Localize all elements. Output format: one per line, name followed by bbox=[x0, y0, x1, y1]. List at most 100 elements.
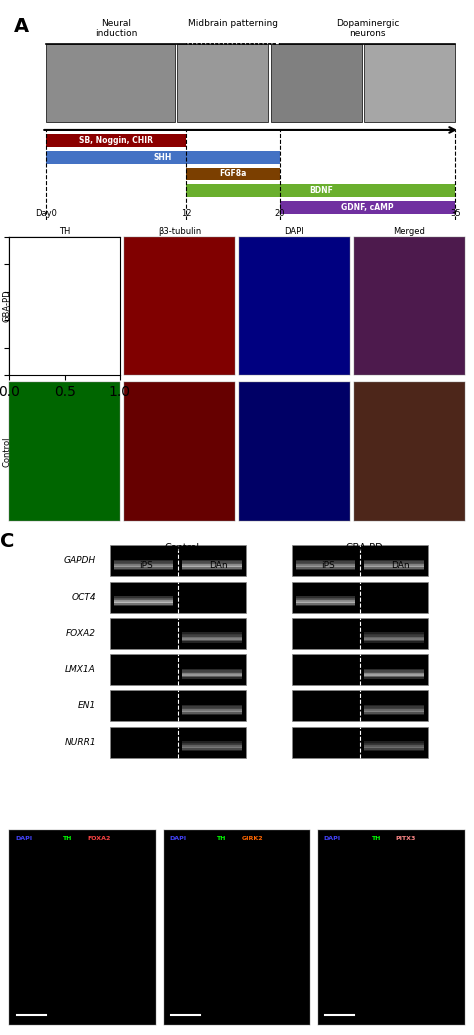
FancyBboxPatch shape bbox=[365, 639, 424, 643]
Text: Day0: Day0 bbox=[35, 209, 57, 218]
FancyBboxPatch shape bbox=[271, 43, 362, 121]
FancyBboxPatch shape bbox=[296, 563, 356, 567]
FancyBboxPatch shape bbox=[365, 564, 424, 568]
FancyBboxPatch shape bbox=[109, 545, 246, 576]
FancyBboxPatch shape bbox=[365, 675, 424, 679]
Text: Midbrain patterning: Midbrain patterning bbox=[188, 19, 278, 28]
Text: GIRK2: GIRK2 bbox=[241, 836, 263, 841]
FancyBboxPatch shape bbox=[296, 564, 356, 568]
Text: DAPI: DAPI bbox=[170, 836, 187, 841]
FancyBboxPatch shape bbox=[182, 561, 242, 565]
FancyBboxPatch shape bbox=[365, 743, 424, 747]
Text: iPS: iPS bbox=[139, 561, 153, 570]
FancyBboxPatch shape bbox=[114, 596, 173, 600]
FancyBboxPatch shape bbox=[365, 670, 424, 674]
FancyBboxPatch shape bbox=[177, 43, 268, 121]
Text: EN1: EN1 bbox=[78, 702, 96, 710]
FancyBboxPatch shape bbox=[109, 654, 246, 685]
FancyBboxPatch shape bbox=[182, 705, 242, 709]
FancyBboxPatch shape bbox=[114, 597, 173, 601]
FancyBboxPatch shape bbox=[365, 561, 424, 565]
FancyBboxPatch shape bbox=[182, 747, 242, 751]
FancyBboxPatch shape bbox=[365, 707, 424, 711]
FancyBboxPatch shape bbox=[365, 710, 424, 714]
Text: LMX1A: LMX1A bbox=[65, 666, 96, 674]
Title: β3-tubulin: β3-tubulin bbox=[158, 227, 201, 236]
FancyBboxPatch shape bbox=[182, 744, 242, 748]
FancyBboxPatch shape bbox=[182, 560, 242, 564]
FancyBboxPatch shape bbox=[365, 705, 424, 709]
FancyBboxPatch shape bbox=[114, 599, 173, 603]
FancyBboxPatch shape bbox=[182, 746, 242, 750]
FancyBboxPatch shape bbox=[365, 566, 424, 570]
FancyBboxPatch shape bbox=[114, 561, 173, 565]
FancyBboxPatch shape bbox=[365, 633, 424, 638]
FancyBboxPatch shape bbox=[292, 690, 428, 721]
Text: FOXA2: FOXA2 bbox=[66, 629, 96, 638]
Text: FOXA2: FOXA2 bbox=[87, 836, 110, 841]
Title: Merged: Merged bbox=[393, 227, 425, 236]
FancyBboxPatch shape bbox=[292, 727, 428, 758]
FancyBboxPatch shape bbox=[365, 673, 424, 678]
FancyBboxPatch shape bbox=[296, 561, 356, 565]
FancyBboxPatch shape bbox=[365, 708, 424, 712]
FancyBboxPatch shape bbox=[114, 566, 173, 570]
FancyBboxPatch shape bbox=[364, 43, 456, 121]
Text: 20: 20 bbox=[274, 209, 285, 218]
FancyBboxPatch shape bbox=[365, 637, 424, 641]
Y-axis label: GBA-PD: GBA-PD bbox=[2, 290, 11, 322]
FancyBboxPatch shape bbox=[46, 151, 280, 164]
Text: FGF8a: FGF8a bbox=[219, 170, 247, 178]
Text: DAPI: DAPI bbox=[324, 836, 341, 841]
FancyBboxPatch shape bbox=[365, 744, 424, 748]
FancyBboxPatch shape bbox=[186, 168, 280, 180]
FancyBboxPatch shape bbox=[182, 633, 242, 638]
Text: PITX3: PITX3 bbox=[395, 836, 416, 841]
FancyBboxPatch shape bbox=[182, 743, 242, 747]
FancyBboxPatch shape bbox=[182, 707, 242, 711]
Text: Control: Control bbox=[165, 542, 200, 553]
Text: C: C bbox=[0, 532, 15, 552]
Text: SB, Noggin, CHIR: SB, Noggin, CHIR bbox=[79, 136, 153, 145]
FancyBboxPatch shape bbox=[365, 560, 424, 564]
FancyBboxPatch shape bbox=[280, 201, 456, 214]
FancyBboxPatch shape bbox=[296, 602, 356, 607]
Text: NURR1: NURR1 bbox=[64, 738, 96, 746]
FancyBboxPatch shape bbox=[114, 564, 173, 568]
FancyBboxPatch shape bbox=[182, 741, 242, 745]
FancyBboxPatch shape bbox=[296, 560, 356, 564]
FancyBboxPatch shape bbox=[296, 599, 356, 603]
FancyBboxPatch shape bbox=[365, 635, 424, 640]
FancyBboxPatch shape bbox=[182, 635, 242, 640]
FancyBboxPatch shape bbox=[114, 602, 173, 607]
FancyBboxPatch shape bbox=[292, 545, 428, 576]
Text: TH: TH bbox=[217, 836, 226, 841]
FancyBboxPatch shape bbox=[365, 672, 424, 676]
Text: DAn: DAn bbox=[392, 561, 410, 570]
FancyBboxPatch shape bbox=[182, 563, 242, 567]
FancyBboxPatch shape bbox=[365, 563, 424, 567]
FancyBboxPatch shape bbox=[182, 711, 242, 715]
FancyBboxPatch shape bbox=[292, 654, 428, 685]
Text: GBA-PD: GBA-PD bbox=[346, 542, 383, 553]
FancyBboxPatch shape bbox=[182, 669, 242, 673]
FancyBboxPatch shape bbox=[46, 135, 186, 147]
FancyBboxPatch shape bbox=[296, 597, 356, 601]
FancyBboxPatch shape bbox=[109, 727, 246, 758]
FancyBboxPatch shape bbox=[296, 566, 356, 570]
FancyBboxPatch shape bbox=[182, 673, 242, 678]
Text: OCT4: OCT4 bbox=[71, 593, 96, 601]
FancyBboxPatch shape bbox=[292, 582, 428, 613]
FancyBboxPatch shape bbox=[296, 596, 356, 600]
FancyBboxPatch shape bbox=[182, 675, 242, 679]
Y-axis label: Control: Control bbox=[2, 437, 11, 467]
FancyBboxPatch shape bbox=[114, 560, 173, 564]
FancyBboxPatch shape bbox=[365, 741, 424, 745]
Text: TH: TH bbox=[62, 836, 72, 841]
Text: iPS: iPS bbox=[321, 561, 335, 570]
Text: BDNF: BDNF bbox=[309, 186, 333, 196]
Text: A: A bbox=[14, 17, 29, 35]
FancyBboxPatch shape bbox=[182, 639, 242, 643]
FancyBboxPatch shape bbox=[182, 564, 242, 568]
FancyBboxPatch shape bbox=[182, 670, 242, 674]
